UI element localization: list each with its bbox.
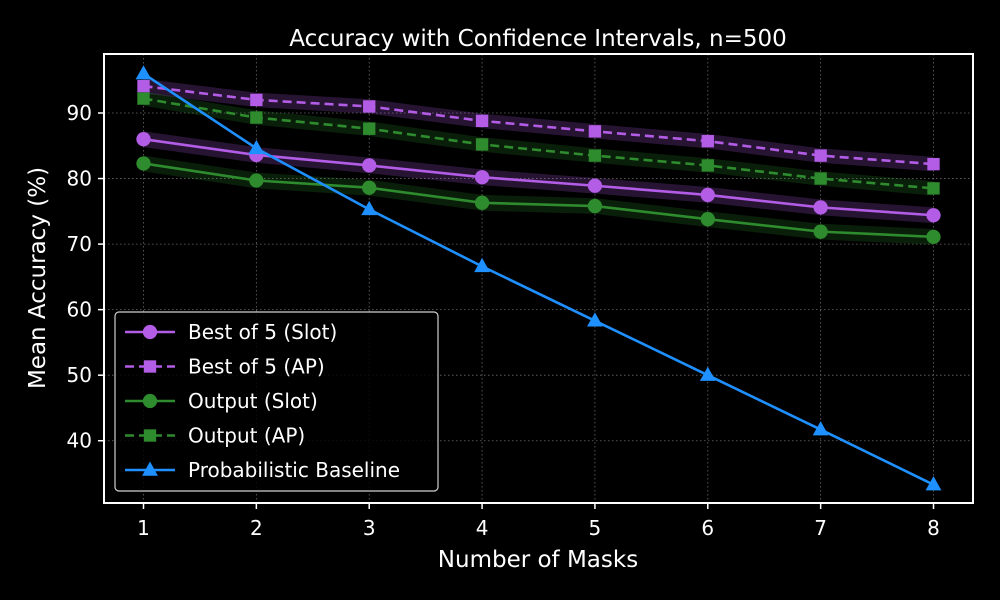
legend-box <box>114 311 439 492</box>
legend-marker <box>143 429 157 442</box>
x-tick-label: 1 <box>137 516 150 540</box>
x-tick-label: 8 <box>927 516 940 540</box>
data-point <box>700 212 715 227</box>
x-tick-label: 5 <box>589 516 602 540</box>
y-tick-label: 90 <box>67 101 92 125</box>
series-lines <box>142 72 935 486</box>
legend-label: Probabilistic Baseline <box>188 458 400 482</box>
data-point <box>249 173 264 188</box>
data-point <box>363 100 376 113</box>
data-point <box>927 182 940 195</box>
y-tick-label: 60 <box>67 298 92 322</box>
data-point <box>701 159 714 172</box>
data-point <box>813 200 828 215</box>
data-point <box>925 476 942 491</box>
data-point <box>699 366 716 381</box>
legend-label: Output (AP) <box>188 424 305 448</box>
data-point <box>475 114 489 128</box>
series-line <box>143 162 934 239</box>
data-point <box>248 139 265 155</box>
legend-label: Output (Slot) <box>188 389 318 413</box>
y-tick-label: 80 <box>67 167 92 191</box>
series-line <box>142 72 935 486</box>
y-tick-label: 70 <box>67 232 92 256</box>
series-line <box>143 137 934 217</box>
data-point <box>812 421 829 436</box>
y-axis-label: Mean Accuracy (%) <box>25 167 51 389</box>
legend-marker <box>142 324 158 340</box>
data-point <box>363 122 376 135</box>
plot-frame <box>103 53 974 504</box>
data-point <box>700 187 715 203</box>
data-point <box>474 170 490 185</box>
x-tick-label: 7 <box>814 516 827 540</box>
data-point <box>474 195 490 210</box>
data-point <box>587 312 603 327</box>
data-point <box>137 92 150 105</box>
x-tick-label: 6 <box>701 516 714 540</box>
data-point <box>813 224 828 239</box>
data-point <box>927 157 940 171</box>
data-point <box>250 111 263 124</box>
y-tick-label: 50 <box>67 363 92 387</box>
data-point <box>474 257 490 273</box>
legend-label: Best of 5 (Slot) <box>188 320 337 344</box>
series-line <box>143 97 934 190</box>
data-point <box>137 79 150 93</box>
x-tick-label: 3 <box>363 516 376 540</box>
data-point <box>362 158 377 173</box>
data-point <box>361 200 378 216</box>
data-point <box>587 198 603 214</box>
chart-title: Accuracy with Confidence Intervals, n=50… <box>289 26 787 52</box>
data-point <box>588 125 602 138</box>
data-point <box>136 132 151 147</box>
data-point <box>814 149 827 162</box>
data-point <box>587 178 603 193</box>
data-point <box>362 180 377 195</box>
data-point <box>701 135 714 148</box>
x-axis-label: Number of Masks <box>438 547 638 573</box>
y-tick-label: 40 <box>67 429 92 453</box>
x-tick-label: 2 <box>250 516 263 540</box>
data-point <box>926 229 941 245</box>
x-tick-label: 4 <box>476 516 489 540</box>
legend-label: Best of 5 (AP) <box>188 355 325 379</box>
data-point <box>814 172 827 185</box>
x-axis: 1 2 3 4 5 6 7 8 <box>137 503 940 540</box>
data-point <box>588 149 602 162</box>
legend-marker <box>142 461 158 476</box>
series-line <box>143 84 934 166</box>
data-point <box>475 138 489 151</box>
data-point <box>135 65 152 80</box>
y-axis: 40 50 60 70 80 90 <box>67 101 104 453</box>
legend-marker <box>143 360 157 373</box>
legend: Best of 5 (Slot) Best of 5 (AP) Output (Sl… <box>114 311 439 492</box>
data-point <box>136 156 151 171</box>
data-point <box>250 93 263 107</box>
data-point <box>926 208 941 223</box>
legend-marker <box>142 393 158 409</box>
series-markers <box>135 65 942 491</box>
confidence-band <box>143 131 934 224</box>
